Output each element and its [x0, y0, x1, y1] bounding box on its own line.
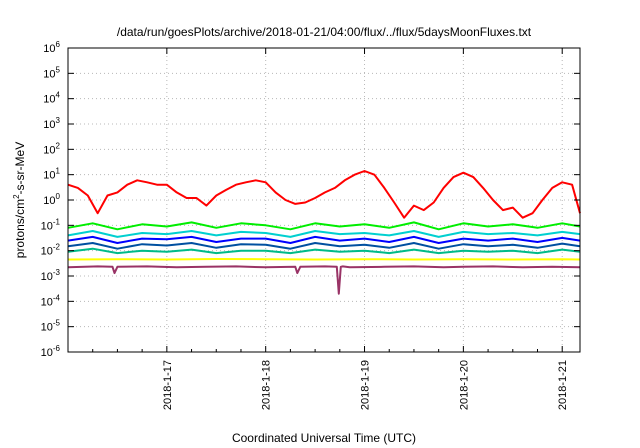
y-tick-base: 10 [41, 220, 53, 232]
data-series [67, 170, 581, 295]
x-tick-label: 2018-1-20 [458, 360, 470, 410]
series-line-4 [67, 235, 581, 244]
y-tick-label: 10-6 [41, 344, 61, 359]
y-tick-exponent: 6 [56, 40, 61, 49]
y-tick-exponent: -3 [53, 268, 61, 277]
x-tick-label: 2018-1-21 [557, 360, 569, 410]
series-line-6 [67, 247, 581, 255]
x-tick-label: 2018-1-18 [261, 360, 273, 410]
y-tick-label: 105 [43, 65, 60, 80]
y-tick-base: 10 [41, 296, 53, 308]
y-tick-exponent: -4 [53, 293, 61, 302]
y-tick-label: 10-5 [41, 319, 61, 334]
y-tick-base: 10 [41, 271, 53, 283]
series-line-2 [67, 221, 581, 231]
y-tick-label: 106 [43, 40, 60, 55]
x-axis-ticks: 2018-1-17 2018-1-18 2018-1-19 2018-1-20 2018… [92, 48, 569, 410]
y-tick-exponent: -6 [53, 344, 61, 353]
y-tick-base: 10 [43, 195, 55, 207]
y-tick-exponent: -2 [53, 243, 61, 252]
y-tick-label: 101 [43, 167, 60, 182]
y-tick-label: 10-4 [41, 293, 61, 308]
y-tick-exponent: 4 [56, 91, 61, 100]
y-tick-label: 10-2 [41, 243, 61, 258]
y-tick-exponent: -5 [53, 319, 61, 328]
y-tick-exponent: 0 [56, 192, 61, 201]
y-tick-base: 10 [43, 170, 55, 182]
y-tick-label: 10-1 [41, 217, 61, 232]
y-axis-label-pre: protons/cm [13, 199, 27, 258]
y-tick-base: 10 [41, 347, 53, 359]
y-tick-base: 10 [43, 119, 55, 131]
y-tick-label: 104 [43, 91, 60, 106]
series-line-7 [67, 258, 581, 261]
series-line-5 [67, 242, 581, 250]
y-tick-base: 10 [43, 94, 55, 106]
y-tick-base: 10 [41, 246, 53, 258]
y-tick-label: 102 [43, 141, 60, 156]
grid-lines [68, 48, 580, 352]
y-tick-base: 10 [41, 322, 53, 334]
x-tick-label: 2018-1-19 [360, 360, 372, 410]
y-axis-label: protons/cm2-s-sr-MeV [12, 142, 27, 258]
series-line-1 [67, 170, 581, 219]
y-tick-exponent: 1 [56, 167, 61, 176]
y-tick-base: 10 [43, 68, 55, 80]
y-tick-label: 100 [43, 192, 60, 207]
y-tick-exponent: 3 [56, 116, 61, 125]
y-tick-exponent: -1 [53, 217, 61, 226]
y-tick-exponent: 2 [56, 141, 61, 150]
y-axis-ticks: 10-610-510-410-310-210-11001011021031041… [41, 40, 580, 359]
y-tick-label: 103 [43, 116, 60, 131]
y-tick-base: 10 [43, 144, 55, 156]
y-tick-exponent: 5 [56, 65, 61, 74]
x-axis-label: Coordinated Universal Time (UTC) [232, 431, 416, 445]
x-tick-label: 2018-1-17 [162, 360, 174, 410]
series-line-3 [67, 230, 581, 238]
series-line-8 [67, 265, 581, 295]
y-tick-base: 10 [43, 43, 55, 55]
y-axis-label-sup: 2 [12, 194, 21, 199]
y-axis-label-post: -s-sr-MeV [13, 142, 27, 195]
chart-title: /data/run/goesPlots/archive/2018-01-21/0… [117, 25, 532, 39]
y-tick-label: 10-3 [41, 268, 61, 283]
